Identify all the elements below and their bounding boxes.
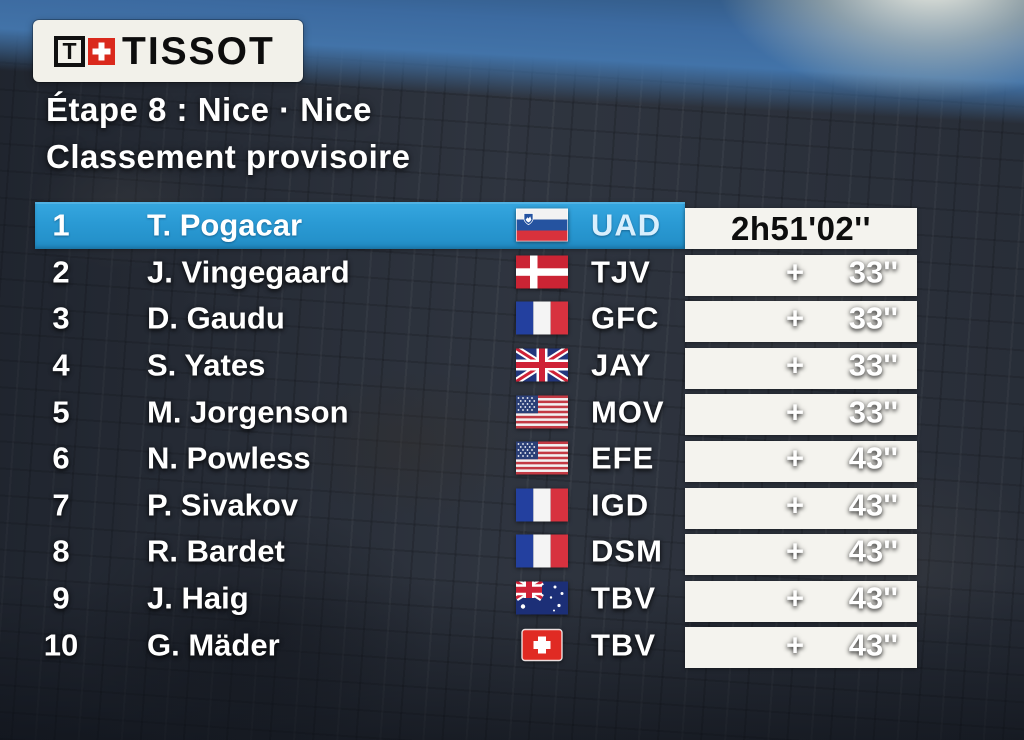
time-gap: + 43''	[786, 489, 898, 520]
plus-sign: +	[786, 394, 805, 430]
gap-value: 33''	[848, 347, 898, 383]
leader-time-box	[685, 347, 917, 389]
leader-time-box	[685, 254, 917, 296]
rank: 3	[52, 300, 70, 336]
team-code: TJV	[591, 254, 651, 290]
gap-value: 33''	[848, 300, 898, 336]
gap-value: 33''	[848, 394, 898, 430]
swiss-cross-icon	[88, 37, 115, 65]
plus-sign: +	[786, 347, 805, 383]
time-gap: + 33''	[786, 350, 898, 381]
rider-name: G. Mäder	[147, 627, 280, 663]
team-code: EFE	[591, 440, 655, 476]
rank: 7	[52, 487, 70, 523]
flag-france-icon	[516, 534, 568, 568]
plus-sign: +	[786, 627, 805, 663]
flag-denmark-icon	[516, 255, 568, 289]
plus-sign: +	[786, 300, 805, 336]
rank: 8	[52, 533, 70, 569]
team-code: UAD	[591, 207, 662, 243]
time-gap: + 43''	[786, 443, 898, 474]
time-gap: + 33''	[786, 303, 898, 334]
tissot-logo: T TISSOT	[33, 20, 303, 82]
rider-name: S. Yates	[147, 347, 266, 383]
rider-name: P. Sivakov	[147, 487, 299, 523]
gap-value: 43''	[848, 487, 898, 523]
gap-value: 43''	[848, 533, 898, 569]
team-code: MOV	[591, 394, 665, 430]
rider-name: M. Jorgenson	[147, 394, 349, 430]
flag-great-britain-icon	[516, 348, 568, 382]
team-code: TBV	[591, 627, 656, 663]
rider-name: J. Haig	[147, 580, 249, 616]
time-gap: + 33''	[786, 256, 898, 287]
plus-sign: +	[786, 487, 805, 523]
plus-sign: +	[786, 254, 805, 290]
table-row: 2 J. Vingegaard TJV + 33''	[0, 249, 1024, 296]
table-row: 4 S. Yates JAY + 33''	[0, 342, 1024, 389]
flag-usa-icon	[516, 395, 568, 429]
table-row: 6 N. Powless EFE + 43''	[0, 435, 1024, 482]
team-code: IGD	[591, 487, 650, 523]
table-row: 10 G. Mäder TBV + 43''	[0, 621, 1024, 669]
rank: 5	[52, 394, 70, 430]
table-row: 5 M. Jorgenson MOV + 33''	[0, 388, 1024, 436]
rider-name: J. Vingegaard	[147, 254, 350, 290]
table-row: 8 R. Bardet DSM + 43''	[0, 528, 1024, 576]
standings-table: 2h51'02'' 1 T. Pogacar UAD 2 J. Vingegaa…	[0, 202, 1024, 669]
plus-sign: +	[786, 580, 805, 616]
leader-time-box: 2h51'02''	[685, 208, 917, 249]
team-code: JAY	[591, 347, 652, 383]
flag-switzerland-icon	[516, 628, 568, 661]
leader-time-box	[685, 580, 917, 622]
plus-sign: +	[786, 533, 805, 569]
time-gap: + 43''	[786, 629, 898, 660]
gap-value: 33''	[848, 254, 898, 290]
table-row: 2h51'02'' 1 T. Pogacar UAD	[0, 202, 1024, 249]
leader-time-box	[685, 487, 917, 529]
stage-title: Étape 8 : Nice · Nice	[46, 91, 372, 128]
gap-value: 43''	[848, 627, 898, 663]
leader-time-box	[685, 440, 917, 482]
rider-name: R. Bardet	[147, 533, 285, 569]
tissot-brand-text: TISSOT	[122, 29, 275, 73]
leader-highlight-bar	[35, 202, 685, 249]
tissot-t-icon: T	[54, 35, 85, 67]
table-row: 9 J. Haig TBV + 43''	[0, 575, 1024, 622]
gap-value: 43''	[848, 580, 898, 616]
gap-value: 43''	[848, 440, 898, 476]
tissot-t-letter: T	[62, 37, 77, 64]
leader-time-box	[685, 534, 917, 576]
rank: 6	[52, 440, 70, 476]
table-row: 7 P. Sivakov IGD + 43''	[0, 482, 1024, 529]
flag-usa-icon	[516, 441, 568, 475]
rider-name: T. Pogacar	[147, 207, 303, 243]
leader-time-box	[685, 301, 917, 343]
classification-subtitle: Classement provisoire	[46, 138, 411, 175]
time-gap: + 33''	[786, 396, 898, 427]
plus-sign: +	[786, 440, 805, 476]
flag-australia-icon	[516, 581, 568, 615]
rider-name: N. Powless	[147, 440, 311, 476]
table-row: 3 D. Gaudu GFC + 33''	[0, 295, 1024, 343]
time-gap: + 43''	[786, 583, 898, 614]
leader-time-box	[685, 394, 917, 436]
team-code: DSM	[591, 533, 663, 569]
rank: 10	[43, 627, 79, 663]
rank: 1	[52, 207, 70, 243]
time-gap: + 43''	[786, 536, 898, 567]
team-code: TBV	[591, 580, 656, 616]
rank: 4	[52, 347, 70, 383]
rank: 2	[52, 254, 70, 290]
team-code: GFC	[591, 300, 660, 336]
flag-france-icon	[516, 301, 568, 335]
rank: 9	[52, 580, 70, 616]
leader-time-box	[685, 627, 917, 669]
rider-name: D. Gaudu	[147, 300, 285, 336]
flag-france-icon	[516, 488, 568, 522]
flag-slovenia-icon	[516, 208, 568, 242]
